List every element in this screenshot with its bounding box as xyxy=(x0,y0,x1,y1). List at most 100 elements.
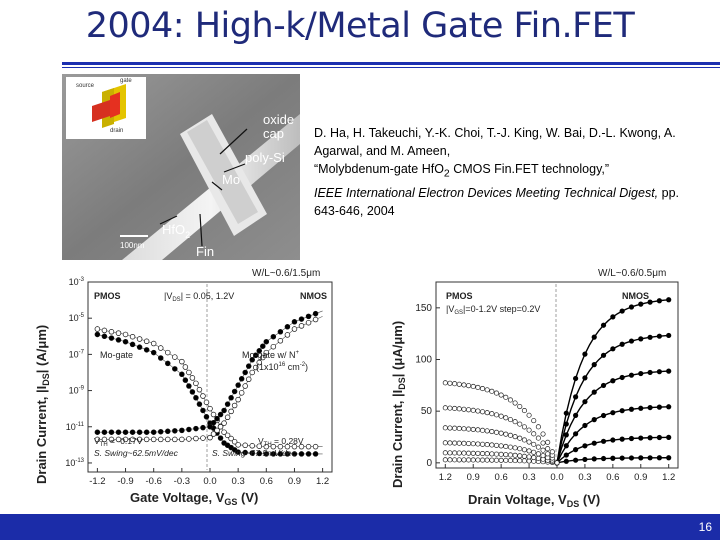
idvd-nmos-point xyxy=(600,412,607,419)
idvd-nmos-point xyxy=(647,369,653,376)
idvd-pmos-point xyxy=(512,452,518,458)
idvg-plot: W/L~0.6/1.5μm 10-3 10-5 10-7 10-9 10-11 10-13… xyxy=(30,262,350,512)
idvd-pmos-point xyxy=(526,412,532,418)
idvg-x-tick-label: 0.0 xyxy=(203,476,216,487)
idvd-nmos-point xyxy=(656,298,662,304)
idvg-y-axis-label: Drain Current, |IDS| (A/μm) xyxy=(34,325,51,484)
idvg-data-point xyxy=(203,414,210,420)
idvg-data-point xyxy=(217,435,224,441)
idvd-pmos-point xyxy=(493,390,500,396)
idvg-data-point xyxy=(200,407,206,414)
idvd-nmos-point xyxy=(591,417,597,423)
idvd-pmos-point xyxy=(461,426,467,432)
idvd-pmos-point xyxy=(442,440,448,446)
idvd-pmos-point xyxy=(507,452,514,458)
idvg-data-point xyxy=(291,319,298,325)
idvg-data-point xyxy=(101,436,108,443)
idvd-pmos-point xyxy=(456,450,462,456)
idvd-pmos-point xyxy=(526,439,532,445)
idvg-data-point xyxy=(256,348,263,354)
idvd-pmos-point xyxy=(493,457,500,463)
idvg-data-point xyxy=(298,323,305,329)
idvg-mo-gate-n-label: Mo-gate w/ N+ xyxy=(242,350,300,360)
idvg-data-point xyxy=(136,436,143,443)
idvd-nmos-point xyxy=(600,438,607,444)
idvg-data-point xyxy=(207,434,213,441)
idvd-pmos-point xyxy=(466,457,472,463)
idvd-pmos-point xyxy=(442,450,448,456)
reference-venue: IEEE International Electron Devices Meet… xyxy=(314,185,659,200)
idvg-dose-label: (1x1016 cm-2) xyxy=(256,362,308,372)
idvg-data-point xyxy=(203,399,210,406)
label-fin: Fin xyxy=(196,244,214,259)
idvg-data-point xyxy=(305,443,312,450)
idvg-data-point xyxy=(242,369,248,376)
idvd-nmos-point xyxy=(619,408,625,414)
idvd-nmos-point xyxy=(591,456,597,462)
idvg-data-point xyxy=(179,427,185,434)
idvg-data-point xyxy=(157,355,164,361)
idvd-pmos-point xyxy=(475,384,481,391)
idvd-y-tick-label: 150 xyxy=(415,303,432,314)
idvg-data-point xyxy=(143,429,150,435)
idvg-vth-right: VTH = 0.28V xyxy=(258,436,304,448)
idvd-y-axis-label: Drain Current, |IDS| (μA/μm) xyxy=(390,321,407,488)
idvd-pmos-point xyxy=(498,451,504,457)
idvg-data-point xyxy=(224,414,231,421)
idvd-pmos-point xyxy=(507,397,514,403)
idvg-swing-right: S. Swing~67.5mV/dec xyxy=(212,448,297,458)
idvd-nmos-point xyxy=(638,435,644,441)
idvd-pmos-point xyxy=(535,444,541,450)
idvd-pmos-point xyxy=(484,428,490,434)
reference-citation: D. Ha, H. Takeuchi, Y.-K. Choi, T.-J. Ki… xyxy=(314,124,704,220)
idvg-data-point xyxy=(245,376,252,383)
idvd-pmos-point xyxy=(517,453,523,459)
idvg-data-point xyxy=(196,401,203,407)
idvg-y-tick-label: 10-3 xyxy=(69,277,85,287)
idvg-data-point xyxy=(186,383,192,389)
idvd-nmos-point xyxy=(638,405,644,411)
idvg-data-point xyxy=(305,451,312,457)
idvd-pmos-point xyxy=(456,440,462,446)
idvd-pmos-point xyxy=(470,426,476,432)
idvd-pmos-point xyxy=(452,381,458,387)
idvd-nmos-point xyxy=(582,399,588,405)
idvd-x-tick-label: 0.0 xyxy=(550,472,563,483)
idvd-pmos-point xyxy=(498,430,504,436)
idvg-data-point xyxy=(108,436,115,443)
idvd-pmos-point xyxy=(475,450,481,456)
idvd-pmos-point xyxy=(498,413,504,419)
idvg-data-point xyxy=(231,388,238,395)
idvd-nmos-point xyxy=(610,314,616,320)
idvd-nmos-point xyxy=(647,334,653,340)
idvd-pmos-point xyxy=(503,394,509,400)
idvd-pmos-point xyxy=(554,460,560,466)
idvg-data-point xyxy=(101,327,108,334)
inset-gate-label: gate xyxy=(120,78,132,84)
idvd-nmos-point xyxy=(656,455,662,461)
idvd-nmos-point xyxy=(619,436,625,442)
idvd-pmos-point xyxy=(470,457,476,463)
idvg-nmos-label: NMOS xyxy=(300,291,327,301)
idvg-data-point xyxy=(312,451,319,457)
idvd-pmos-point xyxy=(540,431,546,437)
idvd-nmos-point xyxy=(591,440,597,446)
idvd-nmos-point xyxy=(600,455,607,462)
idvg-data-point xyxy=(214,415,220,422)
idvd-pmos-point xyxy=(447,450,453,456)
idvg-data-point xyxy=(129,429,136,435)
idvd-x-tick-label: 1.2 xyxy=(662,472,675,483)
idvd-pmos-point xyxy=(517,421,523,427)
idvg-data-point xyxy=(182,377,189,383)
idvd-pmos-point xyxy=(470,383,476,390)
idvd-nmos-point xyxy=(647,435,653,441)
idvg-data-point xyxy=(182,364,189,370)
idvg-data-point xyxy=(224,432,231,439)
idvg-data-point xyxy=(108,335,115,341)
idvd-pmos-point xyxy=(442,425,448,431)
idvd-pmos-point xyxy=(452,450,458,456)
idvg-data-point xyxy=(256,443,263,449)
idvd-x-ticks: 1.2 0.9 0.6 0.3 0.0 0.3 0.6 0.9 1.2 xyxy=(439,464,675,483)
idvd-x-tick-label: 0.6 xyxy=(606,472,619,483)
idvd-pmos-point xyxy=(489,388,495,394)
